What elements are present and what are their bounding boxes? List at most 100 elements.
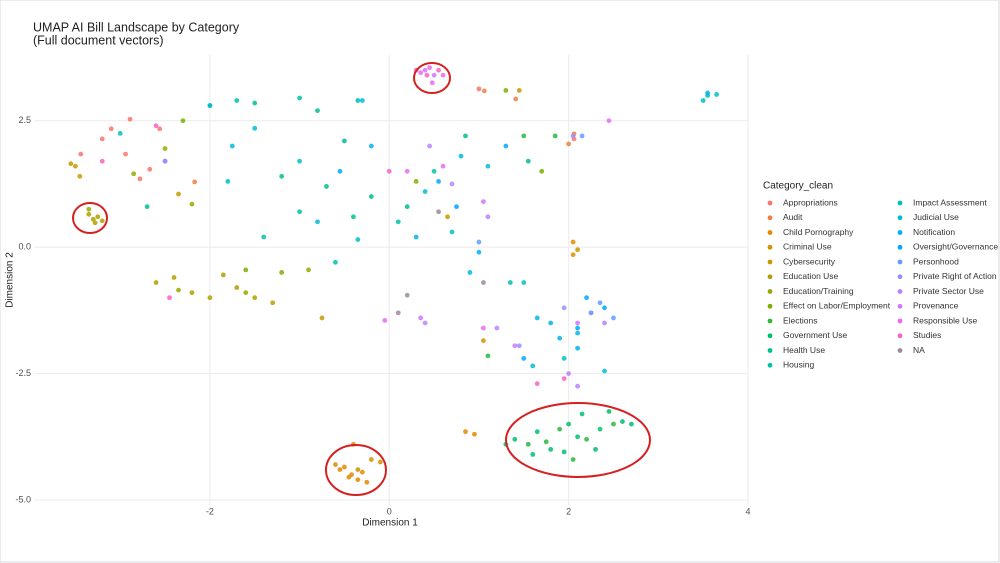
legend-swatch: [897, 303, 903, 309]
point: [162, 146, 168, 151]
legend-swatch: [897, 230, 903, 235]
point: [552, 133, 558, 139]
point: [86, 206, 92, 212]
point: [176, 191, 181, 197]
point: [350, 214, 356, 220]
point: [584, 295, 589, 301]
point: [108, 126, 114, 132]
point: [86, 211, 92, 217]
point: [548, 320, 554, 326]
point: [422, 189, 428, 194]
point: [476, 249, 482, 255]
point: [279, 173, 285, 179]
point: [243, 267, 249, 273]
legend-label: Appropriations: [783, 197, 838, 207]
point: [516, 343, 522, 349]
point: [602, 368, 607, 374]
point: [575, 325, 580, 331]
point: [525, 158, 531, 164]
point: [530, 363, 536, 369]
point: [597, 426, 603, 432]
point: [481, 199, 486, 205]
point: [566, 371, 572, 376]
point: [458, 153, 464, 159]
point: [368, 457, 374, 462]
point: [364, 479, 370, 485]
point: [431, 168, 437, 174]
point: [220, 272, 226, 278]
point: [422, 320, 428, 326]
point: [90, 216, 96, 222]
point: [620, 419, 625, 424]
point: [78, 151, 84, 157]
point: [424, 72, 430, 78]
highlight-circle: [325, 444, 387, 496]
legend-label: Judicial Use: [913, 212, 959, 222]
legend-swatch: [897, 318, 903, 324]
point: [597, 300, 603, 306]
point: [157, 126, 163, 132]
point: [431, 72, 437, 78]
point: [99, 158, 105, 164]
legend-label: Housing: [783, 360, 814, 370]
point: [436, 209, 441, 215]
legend-swatch: [897, 259, 903, 265]
grid: -2 0 2 4 2.5 0.0 -2.5 -5.0: [15, 55, 751, 516]
point: [427, 143, 433, 149]
point: [507, 280, 513, 285]
legend-swatch: [767, 348, 773, 353]
legend-label: Notification: [913, 227, 955, 237]
point: [503, 143, 509, 149]
point: [548, 446, 554, 452]
point: [485, 214, 491, 220]
point: [561, 305, 567, 311]
point: [404, 168, 410, 174]
x-tick-label: 4: [745, 506, 750, 516]
point: [606, 409, 612, 414]
point: [481, 88, 487, 94]
chart-title: UMAP AI Bill Landscape by Category: [33, 20, 240, 34]
legend-label: Studies: [913, 330, 941, 340]
legend-swatch: [767, 362, 773, 368]
legend-swatch: [897, 215, 903, 221]
point: [422, 67, 428, 73]
point: [368, 143, 374, 149]
point: [297, 95, 302, 101]
point: [440, 72, 446, 78]
y-axis-title: Dimension 2: [5, 252, 16, 308]
point: [355, 98, 361, 103]
point: [382, 318, 388, 323]
point: [297, 158, 302, 164]
point: [543, 439, 549, 445]
point: [147, 166, 153, 172]
point: [68, 161, 74, 167]
legend-label: Oversight/Governance: [913, 242, 998, 252]
point: [207, 295, 213, 301]
legend-label: Education Use: [783, 271, 839, 281]
legend-label: Provenance: [913, 301, 959, 311]
point: [525, 441, 531, 447]
x-tick-label: 0: [387, 506, 392, 516]
point: [315, 108, 320, 114]
point: [404, 292, 410, 298]
point: [436, 179, 441, 184]
point: [137, 176, 143, 182]
point: [714, 92, 720, 97]
point: [575, 345, 580, 351]
point: [395, 310, 401, 316]
point: [306, 267, 311, 273]
y-tick-label: -5.0: [15, 494, 31, 504]
point: [404, 204, 410, 210]
legend-swatch: [767, 230, 773, 235]
point: [593, 446, 598, 452]
point: [494, 325, 500, 331]
legend-label: Private Right of Action: [913, 271, 997, 281]
point: [189, 201, 195, 207]
legend-swatch: [767, 215, 773, 221]
point: [413, 179, 419, 184]
point: [575, 383, 580, 389]
point: [566, 421, 572, 427]
point: [476, 86, 482, 92]
point: [521, 133, 527, 139]
point: [342, 464, 347, 470]
